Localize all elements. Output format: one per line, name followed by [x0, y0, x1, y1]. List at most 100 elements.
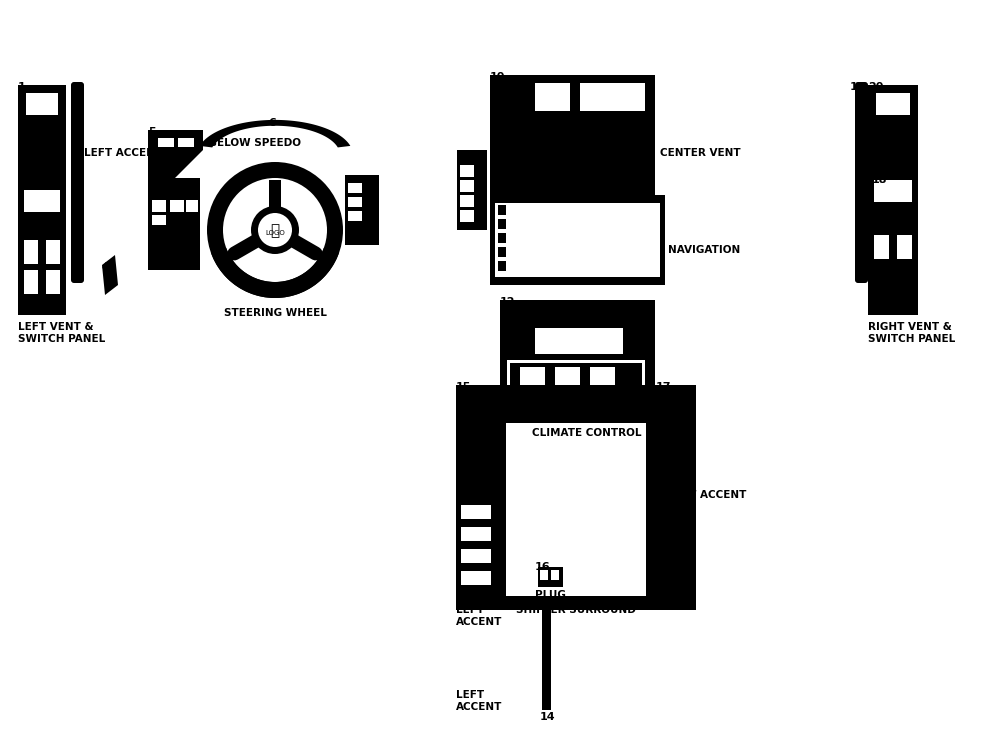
Bar [460, 195, 474, 207]
Text: 13: 13 [502, 352, 517, 362]
Bar [178, 138, 194, 147]
Bar [461, 549, 491, 563]
Bar [656, 385, 696, 610]
Bar [496, 230, 649, 246]
Text: RIGHT ACCENT: RIGHT ACCENT [660, 490, 746, 500]
Bar [590, 367, 615, 385]
Text: 18: 18 [872, 175, 888, 185]
Text: RIGHT VENT &
SWITCH PANEL: RIGHT VENT & SWITCH PANEL [868, 322, 955, 344]
Text: 12: 12 [500, 297, 516, 307]
Bar [555, 367, 580, 385]
Bar [460, 165, 474, 177]
Circle shape [258, 213, 292, 247]
Text: 11: 11 [490, 192, 506, 202]
Bar [496, 385, 656, 610]
Text: 7: 7 [268, 188, 276, 198]
Text: PLUG: PLUG [535, 590, 565, 600]
Bar [868, 85, 918, 315]
Text: 19: 19 [850, 82, 866, 92]
Text: 17: 17 [656, 382, 672, 392]
Bar [24, 190, 60, 212]
Bar [580, 83, 645, 111]
Bar [490, 195, 665, 285]
Bar [461, 527, 491, 541]
Bar [498, 247, 506, 257]
Text: SHIFTER SURROUND: SHIFTER SURROUND [516, 605, 636, 615]
Text: 3: 3 [20, 175, 28, 185]
Circle shape [207, 162, 343, 298]
Bar [538, 567, 563, 587]
Text: STEERING WHEEL: STEERING WHEEL [224, 308, 326, 318]
Text: 15: 15 [456, 382, 471, 392]
Bar [460, 180, 474, 192]
Bar [24, 270, 38, 294]
Bar [152, 215, 166, 225]
Bar [348, 211, 362, 221]
Text: LOGO: LOGO [265, 230, 285, 236]
Text: ⬧: ⬧ [270, 224, 280, 238]
Text: CENTER VENT: CENTER VENT [660, 148, 741, 158]
Text: 20: 20 [868, 82, 883, 92]
Bar [535, 83, 570, 111]
Text: LEFT
ACCENT: LEFT ACCENT [456, 605, 502, 626]
Text: 6: 6 [268, 118, 276, 128]
Bar [152, 200, 166, 212]
Text: LEFT
ACCENT: LEFT ACCENT [456, 690, 502, 712]
Bar [258, 208, 270, 263]
Bar [510, 363, 642, 415]
Bar [551, 570, 559, 580]
Text: CLIMATE CONTROL: CLIMATE CONTROL [532, 428, 642, 438]
Bar [498, 205, 506, 215]
Polygon shape [200, 120, 350, 148]
Text: CD SURROUND: CD SURROUND [532, 395, 618, 405]
Bar [348, 197, 362, 207]
Bar [542, 600, 551, 710]
Text: NAVIGATION: NAVIGATION [668, 245, 740, 255]
Bar [502, 355, 650, 423]
Text: BELOW SPEEDO: BELOW SPEEDO [209, 138, 301, 148]
Text: 2: 2 [74, 82, 82, 92]
Bar [535, 328, 623, 354]
Bar [498, 219, 506, 229]
Text: 14: 14 [540, 712, 556, 722]
Bar [876, 93, 910, 115]
Circle shape [251, 206, 299, 254]
Bar [520, 367, 545, 385]
Bar [461, 571, 491, 585]
Bar [498, 261, 506, 271]
Bar [24, 240, 38, 264]
Text: LEFT VENT &
SWITCH PANEL: LEFT VENT & SWITCH PANEL [18, 322, 105, 344]
Bar [457, 150, 487, 230]
Bar [507, 360, 645, 418]
Bar [874, 235, 889, 259]
Polygon shape [211, 248, 339, 298]
Bar [495, 203, 660, 277]
FancyBboxPatch shape [855, 82, 868, 283]
Bar [46, 240, 60, 264]
Bar [158, 138, 174, 147]
Bar [348, 183, 362, 193]
Bar [456, 385, 496, 610]
Bar [46, 270, 60, 294]
Bar [897, 235, 912, 259]
Bar [345, 175, 379, 245]
Text: 5: 5 [148, 127, 156, 137]
Circle shape [223, 178, 327, 282]
Bar [148, 178, 200, 270]
Bar [496, 250, 649, 258]
Text: LEFT ACCENT: LEFT ACCENT [84, 148, 162, 158]
Bar [874, 180, 912, 202]
Bar [26, 93, 58, 115]
Bar [461, 505, 491, 519]
Bar [498, 233, 506, 243]
Bar [186, 200, 198, 212]
Text: 10: 10 [490, 72, 505, 82]
Bar [500, 300, 655, 390]
Polygon shape [148, 130, 203, 178]
Text: 4: 4 [102, 262, 110, 272]
Bar [506, 423, 646, 596]
Bar [460, 210, 474, 222]
Polygon shape [102, 255, 118, 295]
Text: 16: 16 [535, 562, 551, 572]
Text: 1: 1 [18, 82, 26, 92]
